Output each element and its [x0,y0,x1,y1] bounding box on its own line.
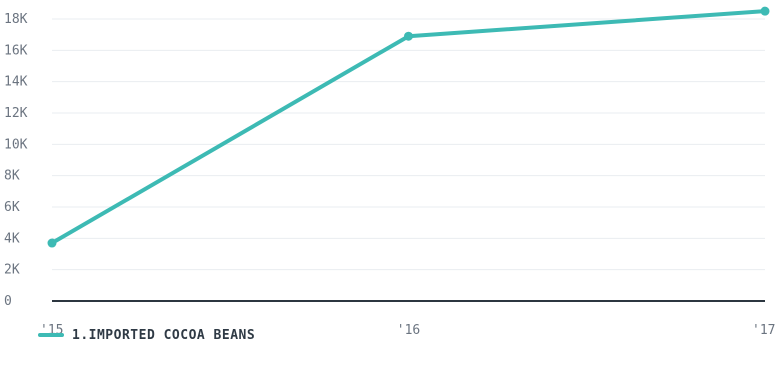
y-tick-label: 16K [4,43,28,58]
legend[interactable]: 1.IMPORTED COCOA BEANS [38,325,255,345]
series-line [50,9,767,246]
data-point[interactable] [760,6,770,16]
data-point[interactable] [47,238,57,248]
y-tick-label: 6K [4,200,20,215]
y-tick-label: 2K [4,263,20,278]
legend-label: 1.IMPORTED COCOA BEANS [72,327,256,343]
y-tick-label: 10K [4,137,28,152]
y-axis-ticks: 0 2K 4K 6K 8K 10K 12K 14K 16K 18K [4,12,28,309]
legend-swatch [38,333,64,337]
x-tick-label: '17 [752,323,775,338]
y-tick-label: 8K [4,169,20,184]
y-tick-label: 12K [4,106,28,121]
y-tick-label: 14K [4,75,28,90]
x-tick-label: '16 [397,323,420,338]
y-tick-label: 0 [4,294,12,309]
y-tick-label: 4K [4,231,20,246]
y-tick-label: 18K [4,12,28,27]
grid-lines [52,18,765,271]
data-point[interactable] [404,31,413,41]
series-layer [47,6,770,248]
